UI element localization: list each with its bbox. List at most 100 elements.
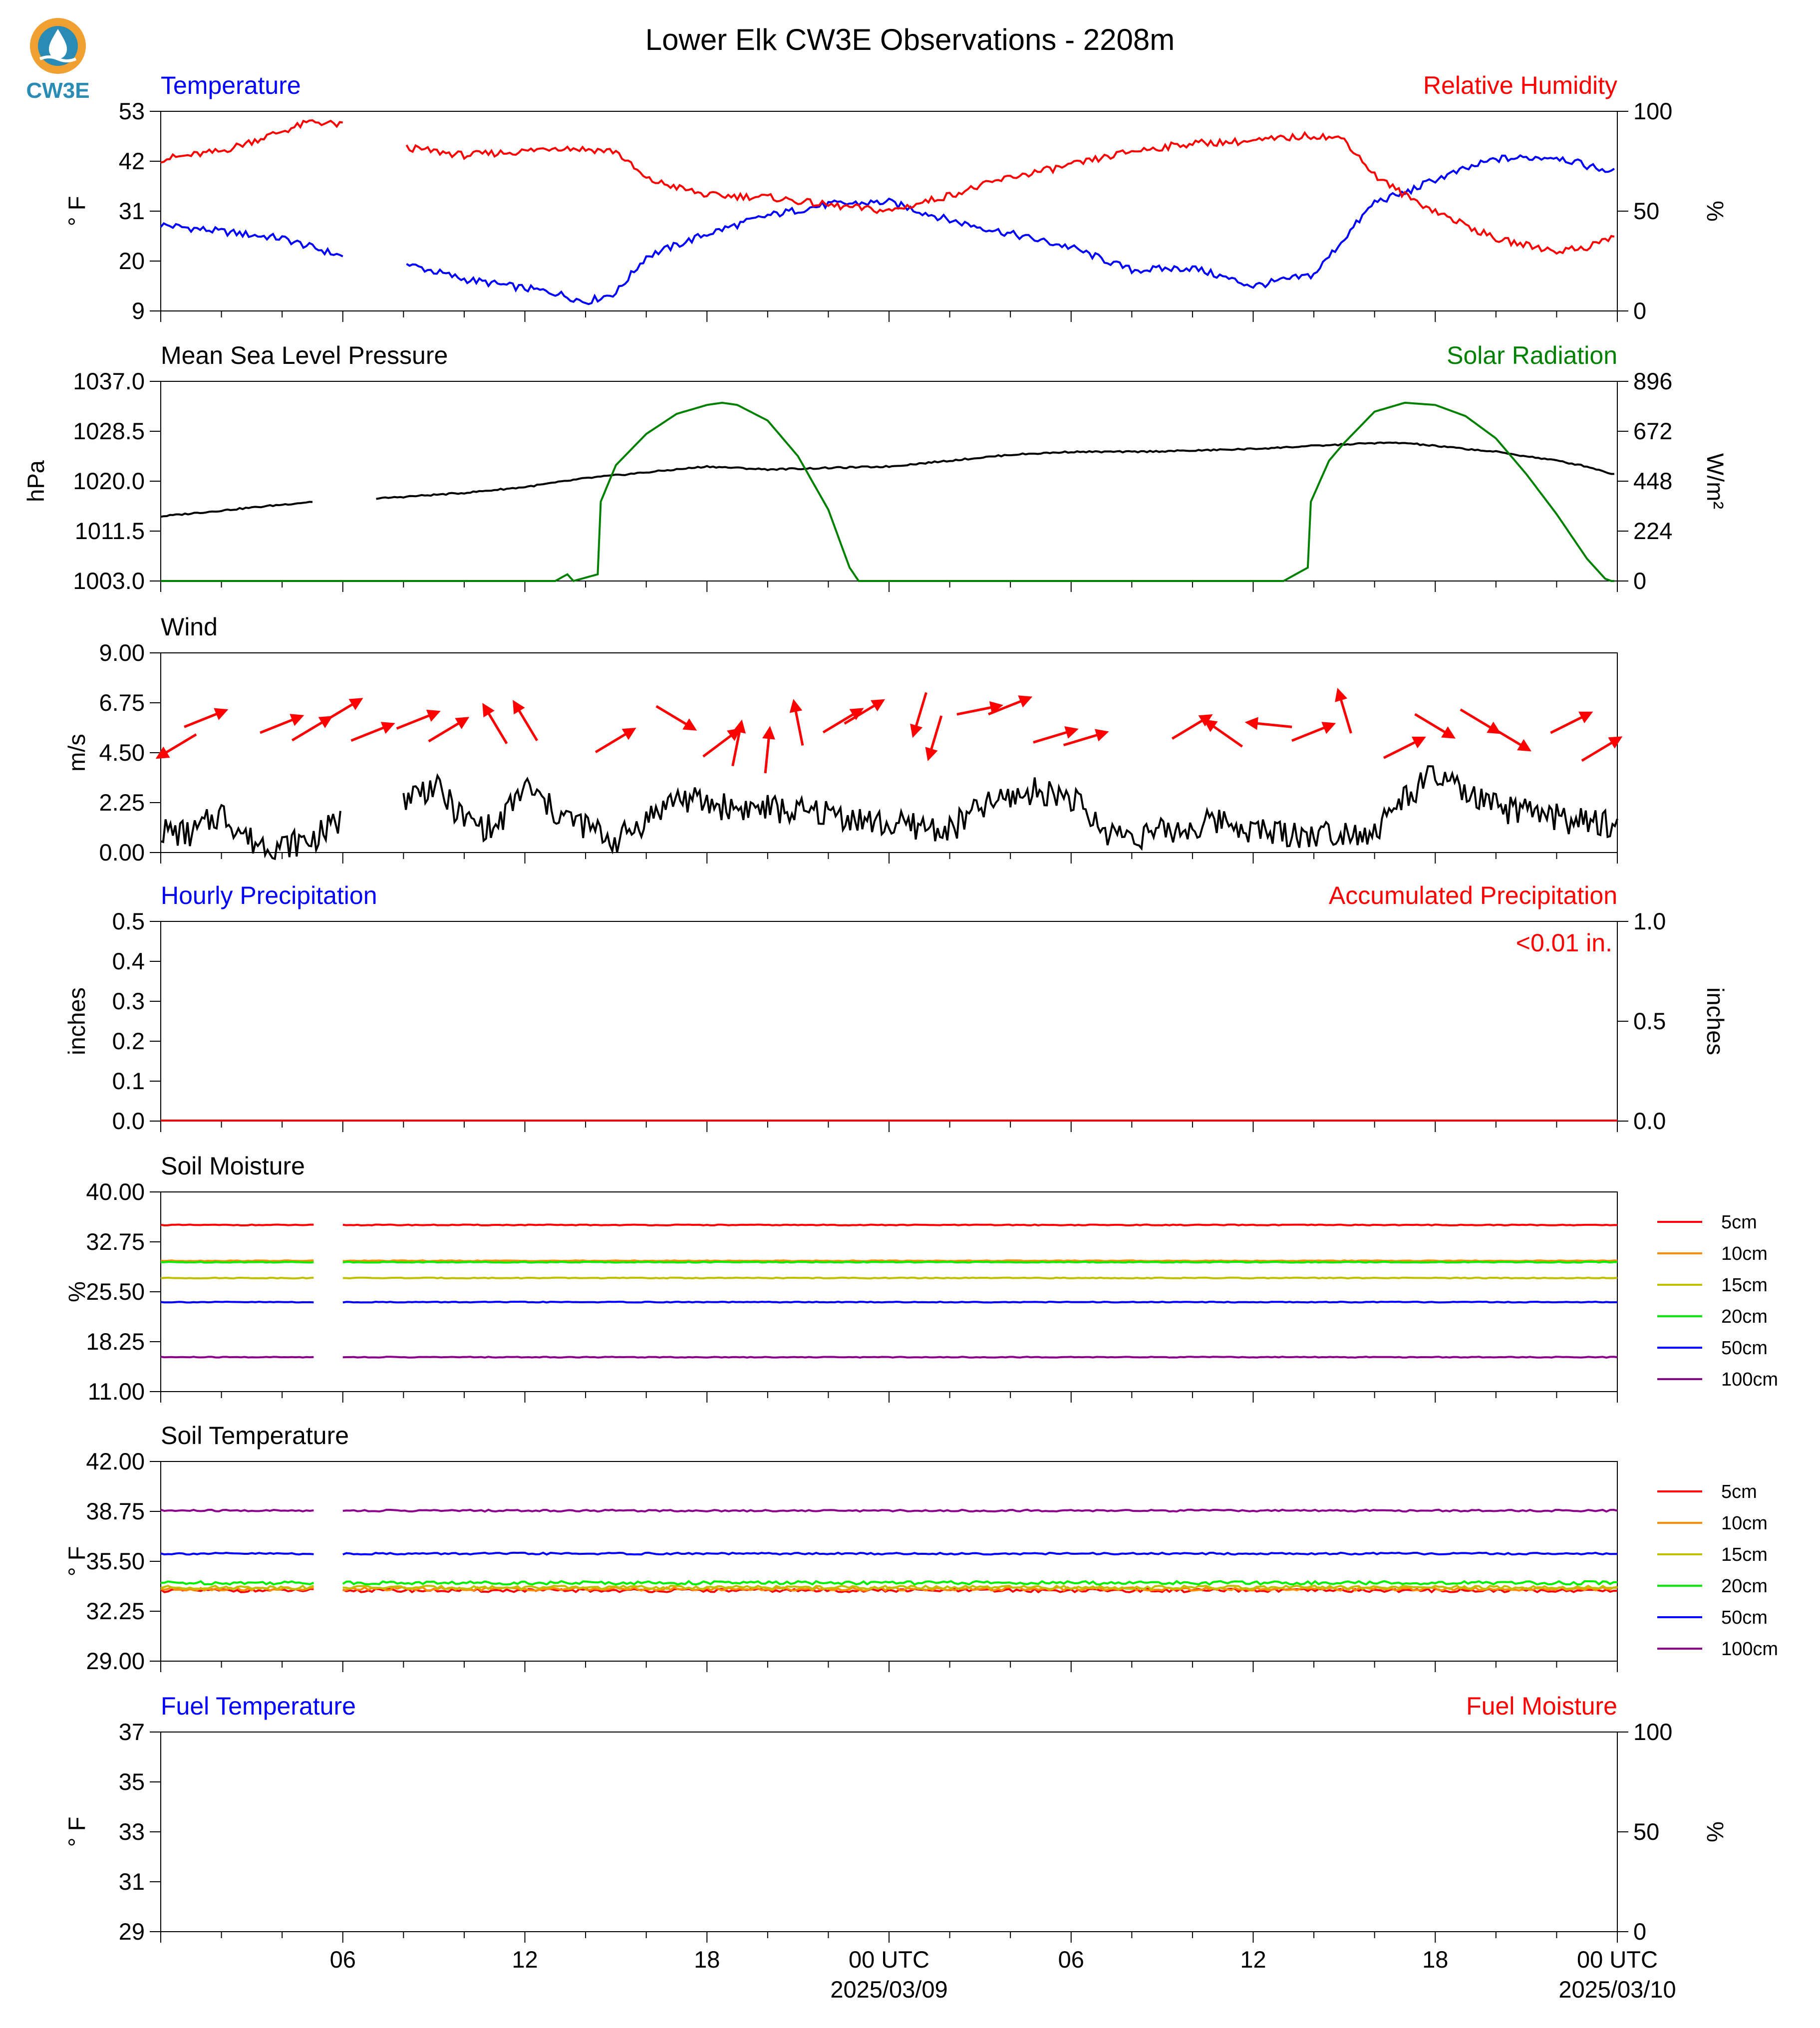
panel-title-left: Soil Moisture — [161, 1152, 305, 1180]
y-axis-label-left: inches — [63, 987, 90, 1055]
y-axis-label-left: ° F — [63, 1817, 90, 1847]
y-tick-label-left: 42.00 — [86, 1448, 145, 1474]
wind-direction-arrow — [822, 708, 864, 734]
y-tick-label-left: 0.3 — [112, 988, 145, 1014]
wind-direction-arrow — [184, 708, 229, 728]
legend: 5cm 10cm 15cm 20cm 50cm 100cm — [1657, 1481, 1778, 1660]
legend-label: 50cm — [1721, 1338, 1768, 1359]
wind-direction-arrow — [1550, 711, 1593, 734]
wind-arrow-shaft — [161, 733, 197, 757]
wind-direction-arrow — [956, 701, 1003, 716]
wind-arrow-shaft — [1338, 694, 1352, 734]
legend-label: 5cm — [1721, 1212, 1757, 1233]
wind-arrow-shaft — [1291, 724, 1330, 742]
wind-direction-arrow — [1490, 726, 1531, 752]
wind-arrow-head — [426, 709, 441, 722]
wind-arrow-shaft — [655, 705, 692, 728]
y-tick-label-right: 0.5 — [1633, 1008, 1666, 1034]
x-tick-label: 12 — [1240, 1946, 1266, 1973]
wind-arrow-head — [155, 746, 170, 759]
wind-arrow-head — [482, 703, 495, 718]
wind-arrow-head — [910, 723, 923, 738]
wind-arrow-head — [1578, 711, 1593, 723]
legend-label: 20cm — [1721, 1576, 1768, 1597]
wind-direction-arrow — [1033, 726, 1079, 744]
wind-arrow-head — [1608, 736, 1623, 749]
y-axis-label-right: inches — [1702, 987, 1729, 1055]
y-tick-label-left: 42 — [119, 148, 145, 174]
x-tick-label: 12 — [512, 1946, 538, 1973]
precip-total-annotation: <0.01 in. — [1516, 929, 1612, 957]
wind-direction-arrow — [155, 733, 197, 759]
wind-arrow-head — [513, 700, 525, 715]
y-tick-label-left: 25.50 — [86, 1278, 145, 1305]
wind-direction-arrow — [1335, 688, 1352, 734]
wind-direction-arrow — [1383, 736, 1426, 759]
y-tick-label-left: 0.2 — [112, 1028, 145, 1054]
wind-arrow-head — [733, 719, 746, 734]
y-axis-label-left: ° F — [63, 1546, 90, 1577]
wind-arrow-shaft — [428, 719, 464, 743]
y-tick-label-left: 53 — [119, 98, 145, 124]
wind-arrow-shaft — [1063, 732, 1103, 747]
legend-label: 15cm — [1721, 1544, 1768, 1565]
panel-fuel: 29 31 33 35 37 ° F 0 50 100% Fuel Temperature Fuel… — [63, 1692, 1729, 2003]
y-tick-label-right: 672 — [1633, 418, 1672, 444]
y-tick-label-right: 50 — [1633, 1818, 1659, 1845]
wind-direction-arrow — [321, 698, 363, 724]
x-tick-label: 06 — [1058, 1946, 1084, 1973]
series-line-solar-radiation — [161, 401, 1614, 582]
wind-direction-arrow — [428, 717, 470, 743]
panel-pressure_solar: 1003.0 1011.5 1020.0 1028.5 1037.0 hPa 0 224 448… — [22, 341, 1729, 594]
panel-title-left: Mean Sea Level Pressure — [161, 341, 448, 369]
x-tick-label: 00 UTC — [1577, 1946, 1658, 1973]
series-line-wind-speed — [160, 765, 1618, 861]
wind-arrow-shaft — [1208, 722, 1243, 748]
wind-arrow-head — [621, 728, 636, 740]
y-axis-label-left: m/s — [63, 734, 90, 772]
wind-direction-arrow — [260, 714, 304, 734]
legend-label: 20cm — [1721, 1306, 1768, 1327]
wind-arrow-shaft — [702, 731, 736, 758]
y-axis-label-right: % — [1702, 201, 1729, 222]
y-tick-label-right: 0 — [1633, 297, 1646, 324]
wind-arrow-head — [682, 718, 697, 731]
wind-arrow-head — [849, 708, 864, 720]
wind-arrow-shaft — [595, 730, 631, 754]
y-tick-label-left: 18.25 — [86, 1328, 145, 1355]
wind-direction-arrow — [1291, 722, 1336, 742]
panel-title-left: Wind — [161, 613, 218, 641]
wind-arrow-shaft — [956, 705, 997, 716]
y-tick-label-left: 0.0 — [112, 1108, 145, 1134]
y-tick-label-left: 32.25 — [86, 1598, 145, 1624]
wind-arrow-shaft — [1414, 713, 1451, 736]
wind-arrow-head — [789, 699, 803, 713]
x-date-label: 2025/03/10 — [1558, 1976, 1676, 2003]
x-tick-label: 00 UTC — [849, 1946, 929, 1973]
wind-arrow-head — [1411, 736, 1426, 749]
wind-arrow-shaft — [515, 705, 539, 742]
y-tick-label-left: 29 — [119, 1918, 145, 1945]
y-tick-label-left: 1011.5 — [75, 518, 145, 544]
panel-precipitation: 0.0 0.1 0.2 0.3 0.4 0.5 inches 0.0 0.5 1.0 inches H… — [63, 881, 1729, 1134]
y-axis-label-left: ° F — [63, 196, 90, 227]
x-tick-label: 18 — [1422, 1946, 1448, 1973]
panel-title-right: Accumulated Precipitation — [1329, 881, 1617, 909]
y-tick-label-right: 0 — [1633, 568, 1646, 594]
wind-direction-arrow — [396, 709, 441, 730]
wind-direction-arrow — [988, 695, 1033, 716]
y-tick-label-left: 1028.5 — [73, 418, 145, 444]
wind-arrow-shaft — [1033, 729, 1073, 744]
y-axis-label-right: W/m² — [1702, 453, 1729, 509]
wind-arrow-shaft — [260, 716, 299, 734]
panel-wind: 0.00 2.25 4.50 6.75 9.00 m/s Wind — [63, 613, 1623, 866]
y-tick-label-left: 33 — [119, 1818, 145, 1845]
legend-label: 15cm — [1721, 1275, 1768, 1296]
legend-label: 10cm — [1721, 1243, 1768, 1264]
y-tick-label-left: 35.50 — [86, 1548, 145, 1574]
wind-direction-arrow — [1244, 717, 1292, 730]
y-tick-label-left: 2.25 — [99, 789, 145, 816]
wind-direction-arrow — [1203, 719, 1243, 748]
x-tick-label: 06 — [330, 1946, 356, 1973]
y-tick-label-left: 4.50 — [99, 739, 145, 766]
